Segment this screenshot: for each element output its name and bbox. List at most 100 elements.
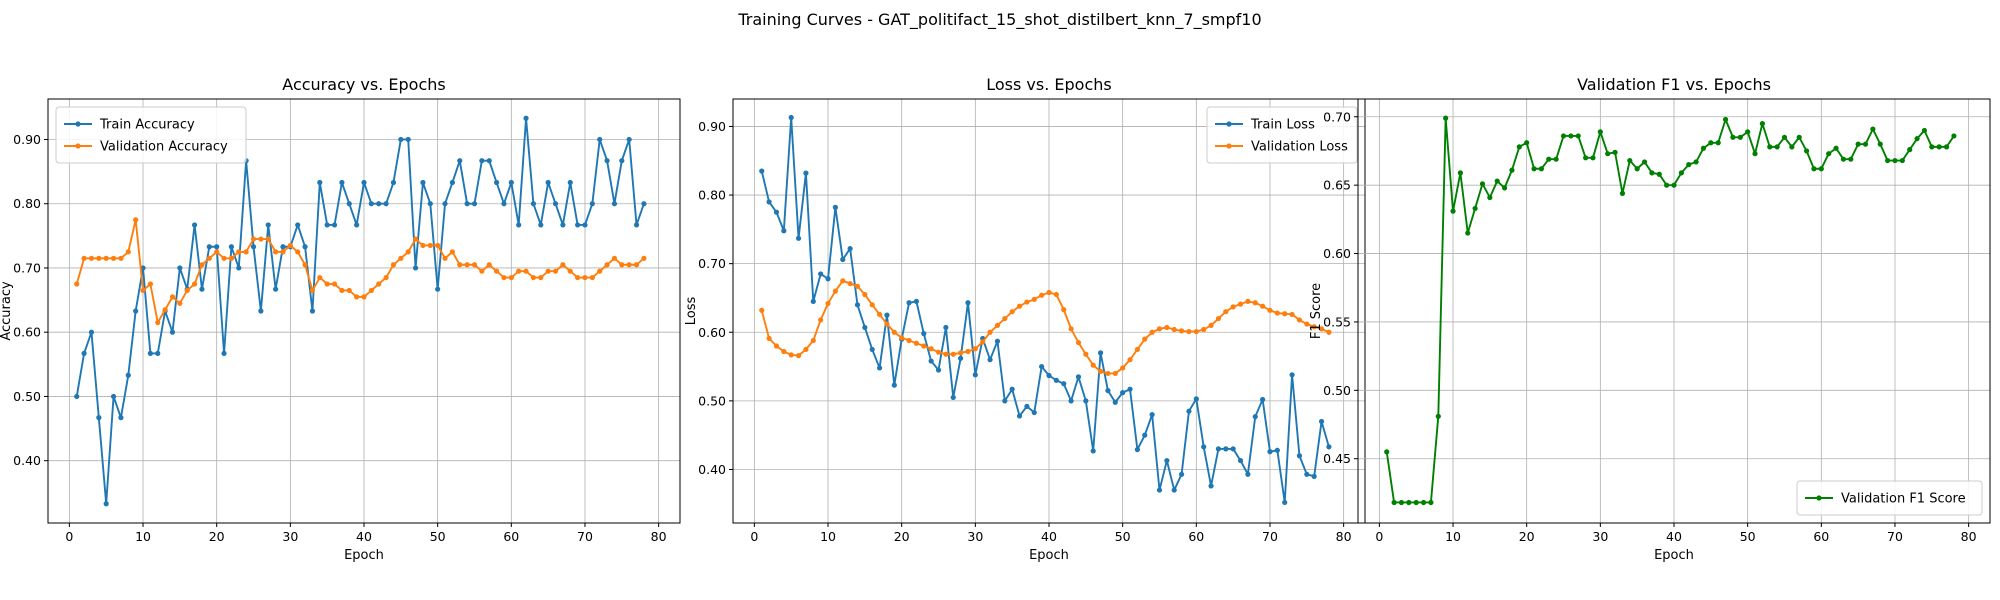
loss-data-point [994, 338, 1001, 344]
accuracy-data-point [295, 249, 301, 255]
accuracy-data-point [331, 222, 338, 228]
accuracy-data-point [228, 244, 235, 250]
loss-data-point [869, 302, 875, 308]
accuracy-data-point [501, 274, 507, 281]
loss-chart-title: Loss vs. Epochs [986, 75, 1111, 94]
loss-data-point [1267, 307, 1273, 313]
loss-data-point [1223, 446, 1229, 452]
accuracy-data-point [339, 179, 345, 186]
loss-data-point [795, 235, 802, 241]
loss-data-point [1090, 362, 1096, 368]
accuracy-data-point [236, 249, 242, 255]
loss-data-point [1208, 483, 1214, 489]
accuracy-data-point [530, 201, 537, 207]
loss-data-point [1090, 448, 1096, 454]
loss-data-point [1039, 292, 1045, 298]
f1-x-tick-label: 30 [1592, 529, 1608, 544]
accuracy-data-point [309, 287, 316, 294]
accuracy-data-point [538, 222, 544, 228]
f1-data-point [1877, 141, 1883, 147]
loss-data-point [1245, 298, 1251, 304]
loss-data-point [1289, 372, 1295, 378]
loss-data-point [1061, 381, 1067, 387]
loss-data-point [1120, 365, 1126, 371]
accuracy-data-point [486, 262, 492, 268]
accuracy-data-point [133, 308, 139, 314]
accuracy-data-point [103, 501, 109, 507]
loss-data-point [854, 302, 861, 308]
accuracy-data-point [567, 268, 573, 274]
loss-data-point [1304, 321, 1310, 327]
loss-data-point [847, 280, 853, 287]
loss-data-point [773, 343, 780, 349]
loss-data-point [1024, 299, 1030, 305]
loss-data-point [1053, 291, 1059, 298]
loss-data-point [1031, 296, 1037, 302]
accuracy-data-point [354, 222, 360, 228]
f1-data-point [1907, 147, 1913, 153]
loss-data-point [935, 349, 942, 355]
f1-legend-box [1796, 480, 1983, 516]
loss-data-point [1164, 457, 1170, 464]
accuracy-data-point [191, 281, 198, 287]
loss-x-tick-label: 60 [1188, 529, 1204, 544]
f1-y-tick-label: 0.50 [1323, 383, 1351, 398]
accuracy-data-point [273, 249, 279, 255]
loss-data-point [1186, 408, 1192, 414]
accuracy-x-tick-label: 80 [651, 529, 667, 544]
accuracy-data-point [96, 415, 102, 421]
loss-data-point [1193, 396, 1199, 402]
loss-data-point [1142, 336, 1148, 342]
loss-data-point [840, 278, 846, 284]
accuracy-data-point [125, 372, 131, 378]
loss-data-point [1304, 471, 1310, 477]
loss-data-point [1097, 368, 1104, 374]
accuracy-data-point [641, 201, 647, 207]
accuracy-data-point [626, 136, 632, 143]
f1-subplot: 0 10 20 30 40 50 60 70 80 0.45 0.50 0.55 0.60 0.65 0.7… [1309, 75, 1991, 563]
accuracy-data-point [412, 236, 419, 242]
f1-data-point [1730, 134, 1736, 140]
accuracy-data-point [147, 350, 153, 356]
f1-data-point [1899, 157, 1905, 164]
accuracy-data-point [118, 255, 124, 261]
accuracy-x-tick-label: 60 [503, 529, 519, 544]
accuracy-data-point [302, 262, 308, 268]
loss-data-point [862, 291, 868, 298]
f1-data-point [1686, 162, 1692, 168]
f1-y-tick-label: 0.65 [1323, 178, 1351, 193]
f1-data-point [1553, 156, 1559, 162]
accuracy-data-point [221, 350, 227, 356]
loss-data-point [1186, 328, 1192, 335]
loss-data-point [1178, 328, 1185, 334]
accuracy-data-point [368, 201, 374, 207]
f1-x-tick-label: 40 [1666, 529, 1682, 544]
f1-data-point [1509, 167, 1515, 173]
loss-data-point [980, 339, 986, 345]
f1-data-point [1413, 499, 1419, 506]
accuracy-data-point [155, 319, 161, 326]
loss-data-point [825, 276, 831, 282]
accuracy-data-point [243, 249, 249, 255]
loss-x-tick-label: 50 [1115, 529, 1131, 544]
loss-data-point [1311, 473, 1317, 479]
loss-data-point [1046, 289, 1052, 296]
loss-data-point [1016, 413, 1023, 419]
loss-x-tick-label: 80 [1336, 529, 1352, 544]
f1-data-point [1700, 145, 1707, 151]
f1-data-point [1678, 170, 1684, 176]
f1-data-point [1752, 151, 1758, 157]
f1-data-point [1627, 157, 1633, 164]
loss-data-point [1061, 307, 1067, 313]
loss-data-point [1237, 457, 1244, 464]
f1-data-point [1634, 166, 1640, 172]
loss-data-point [1289, 311, 1295, 318]
accuracy-data-point [641, 255, 647, 261]
accuracy-data-point [589, 201, 595, 207]
loss-data-point [1127, 357, 1133, 363]
loss-data-point [766, 335, 772, 342]
f1-data-point [1546, 156, 1552, 162]
f1-data-point [1428, 499, 1434, 506]
loss-data-point [972, 372, 978, 378]
